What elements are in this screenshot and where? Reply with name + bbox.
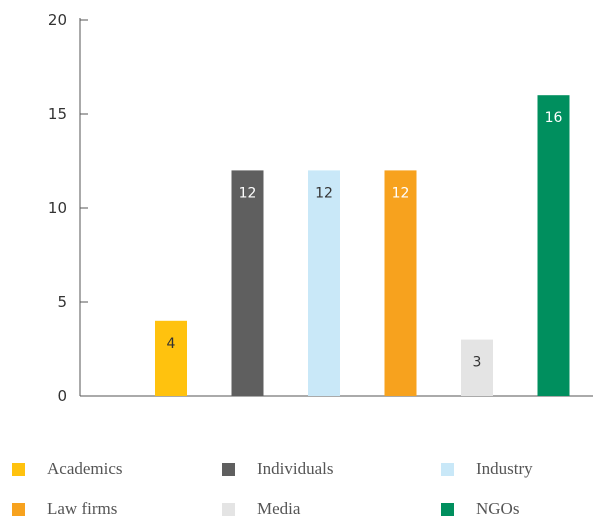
legend-swatch bbox=[12, 502, 25, 516]
legend-item: Academics bbox=[12, 458, 123, 480]
legend-item: Individuals bbox=[222, 458, 334, 480]
bar-value-label: 12 bbox=[392, 185, 410, 201]
legend-label: Law firms bbox=[47, 499, 118, 518]
legend: Academics Individuals Industry Law firms Med… bbox=[0, 452, 593, 518]
bar-chart: 0 5 10 15 20 4 12 12 12 3 16 bbox=[48, 11, 593, 405]
bars: 4 12 12 12 3 16 bbox=[155, 95, 570, 396]
bar-industry bbox=[308, 170, 340, 396]
bar-value-label: 4 bbox=[167, 336, 176, 352]
y-tick-label: 10 bbox=[48, 199, 67, 217]
bar-ngos bbox=[537, 95, 570, 396]
bar-value-label: 3 bbox=[473, 355, 482, 371]
y-ticks: 0 5 10 15 20 bbox=[48, 11, 88, 405]
y-tick-label: 15 bbox=[48, 105, 67, 123]
legend-label: Industry bbox=[476, 459, 533, 478]
legend-item: NGOs bbox=[441, 498, 519, 520]
legend-swatch bbox=[441, 502, 454, 516]
legend-item: Industry bbox=[441, 458, 533, 480]
legend-swatch bbox=[12, 462, 25, 476]
bar-media bbox=[461, 339, 493, 396]
legend-label: NGOs bbox=[476, 499, 520, 518]
legend-label: Media bbox=[257, 499, 301, 518]
y-tick-label: 5 bbox=[57, 293, 67, 311]
bar-individuals bbox=[231, 170, 264, 396]
legend-item: Media bbox=[222, 498, 300, 520]
y-tick-label: 0 bbox=[57, 387, 67, 405]
legend-swatch bbox=[222, 502, 235, 516]
bar-value-label: 16 bbox=[545, 110, 563, 126]
legend-swatch bbox=[441, 462, 454, 476]
bar-academics bbox=[155, 320, 187, 396]
legend-swatch bbox=[222, 462, 235, 476]
y-tick-label: 20 bbox=[48, 11, 67, 29]
legend-label: Academics bbox=[47, 459, 123, 478]
legend-item: Law firms bbox=[12, 498, 117, 520]
bar-law-firms bbox=[384, 170, 417, 396]
legend-label: Individuals bbox=[257, 459, 334, 478]
bar-value-label: 12 bbox=[239, 185, 257, 201]
bar-value-label: 12 bbox=[315, 185, 333, 201]
